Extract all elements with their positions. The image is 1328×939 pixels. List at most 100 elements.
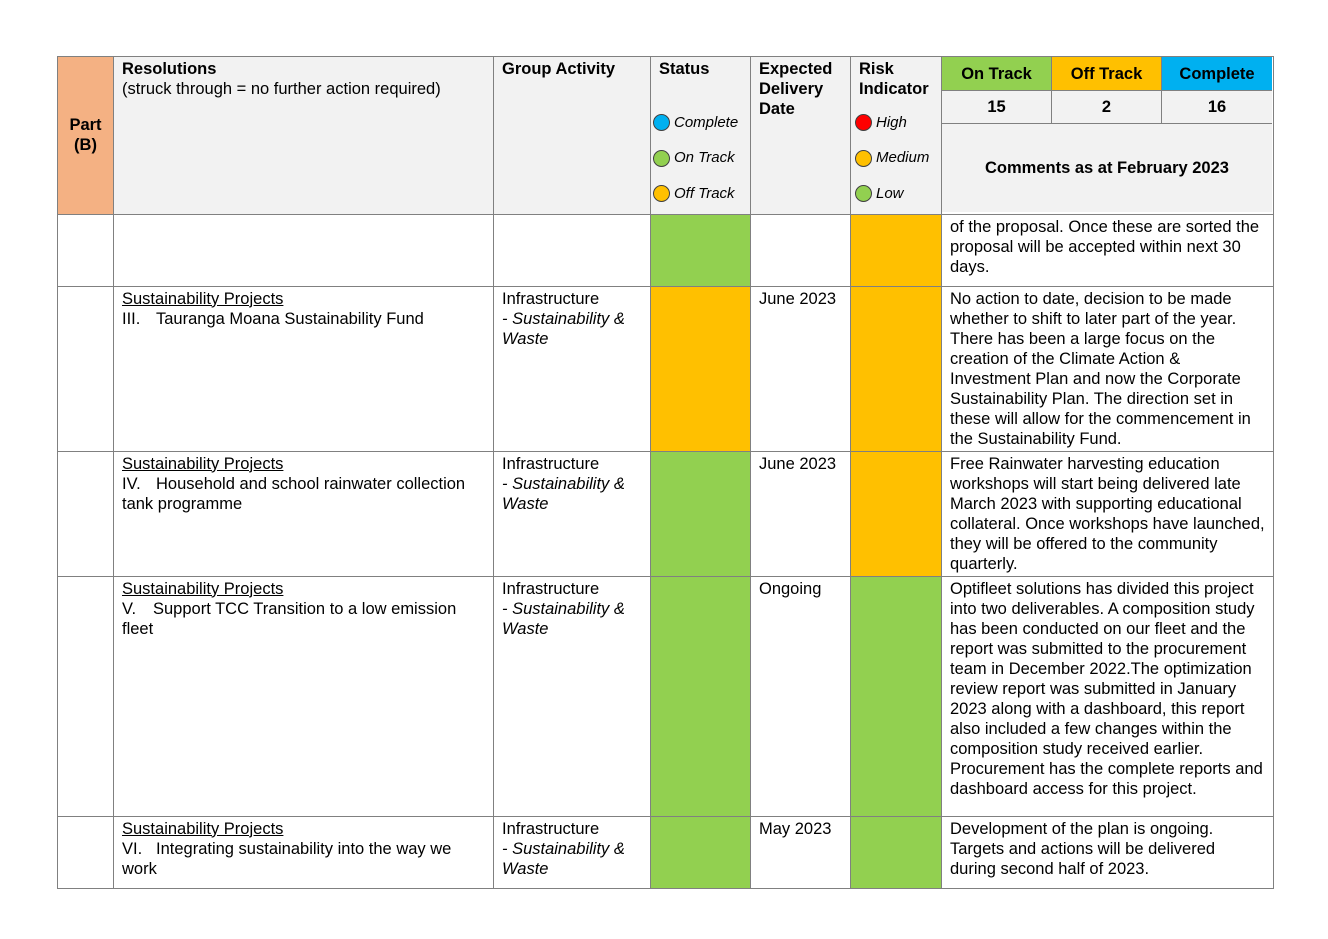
resolution-cell	[113, 213, 494, 287]
expected-delivery-header: Expected Delivery Date	[750, 56, 851, 215]
resolution-text: V. Support TCC Transition to a low emissi…	[122, 599, 485, 639]
legend-label: Medium	[876, 149, 930, 167]
resolution-cell: Sustainability Projects V. Support TCC Tr…	[113, 575, 494, 817]
status-title: Status	[659, 60, 710, 78]
delivery-cell	[750, 213, 851, 287]
delivery-cell: June 2023	[750, 285, 851, 452]
status-legend: Complete On Track Off Track	[653, 105, 742, 212]
group-cell: Infrastructure - Sustainability & Waste	[493, 815, 651, 889]
status-cell	[650, 213, 751, 287]
legend-label: High	[876, 113, 907, 131]
part-cell	[57, 575, 114, 817]
amber-circle-icon	[653, 185, 670, 203]
legend-item-low: Low	[855, 176, 933, 212]
group-sub: - Sustainability & Waste	[502, 474, 625, 513]
resolution-text: III. Tauranga Moana Sustainability Fund	[122, 309, 485, 329]
on-track-label: On Track	[942, 57, 1052, 91]
part-cell	[57, 450, 114, 577]
legend-item-medium: Medium	[855, 141, 933, 177]
roman-numeral: III.	[122, 309, 141, 328]
comment-text: No action to date, decision to be made w…	[950, 289, 1251, 448]
legend-label: Off Track	[674, 184, 735, 202]
delivery-cell: Ongoing	[750, 575, 851, 817]
comment-cell: of the proposal. Once these are sorted t…	[941, 213, 1274, 287]
legend-label: On Track	[674, 149, 735, 167]
resolution-name: Household and school rainwater collectio…	[122, 474, 466, 513]
status-header: Status Complete On Track Off Track	[650, 56, 751, 215]
legend-label: Complete	[674, 113, 739, 131]
comment-cell: Optifleet solutions has divided this pro…	[941, 575, 1274, 817]
legend-item-off-track: Off Track	[653, 176, 742, 212]
risk-cell	[850, 575, 942, 817]
table-row: Sustainability Projects IV. Household and…	[57, 450, 1274, 577]
resolution-cell: Sustainability Projects III. Tauranga Moa…	[113, 285, 494, 452]
part-header: Part (B)	[57, 56, 114, 215]
risk-cell	[850, 213, 942, 287]
comment-text: Free Rainwater harvesting education work…	[950, 454, 1265, 573]
risk-title: Risk Indicator	[859, 60, 929, 98]
resolutions-note: (struck through = no further action requ…	[122, 80, 441, 98]
legend-item-complete: Complete	[653, 105, 742, 141]
legend-item-on-track: On Track	[653, 141, 742, 177]
resolutions-table: Part (B) Resolutions (struck through = n…	[57, 56, 1274, 889]
summary-header: On Track Off Track Complete 15 2 16 Comm…	[941, 56, 1274, 215]
group-cell: Infrastructure - Sustainability & Waste	[493, 575, 651, 817]
group-activity-header: Group Activity	[493, 56, 651, 215]
comment-cell: No action to date, decision to be made w…	[941, 285, 1274, 452]
group-sub: - Sustainability & Waste	[502, 599, 625, 638]
risk-cell	[850, 815, 942, 889]
delivery-date: Ongoing	[759, 579, 822, 598]
project-title: Sustainability Projects	[122, 579, 284, 598]
group-sub: - Sustainability & Waste	[502, 309, 625, 348]
complete-label: Complete	[1162, 57, 1272, 91]
project-title: Sustainability Projects	[122, 819, 284, 838]
delivery-date: June 2023	[759, 289, 837, 308]
risk-cell	[850, 450, 942, 577]
status-cell	[650, 450, 751, 577]
group-main: Infrastructure	[502, 289, 600, 308]
table-row: of the proposal. Once these are sorted t…	[57, 213, 1274, 287]
table-row: Sustainability Projects III. Tauranga Moa…	[57, 285, 1274, 452]
part-cell	[57, 213, 114, 287]
group-activity-title: Group Activity	[502, 60, 616, 78]
roman-numeral: IV.	[122, 474, 141, 493]
off-track-count: 2	[1052, 91, 1162, 124]
risk-header: Risk Indicator High Medium Low	[850, 56, 942, 215]
comment-cell: Free Rainwater harvesting education work…	[941, 450, 1274, 577]
group-main: Infrastructure	[502, 454, 600, 473]
resolutions-header: Resolutions (struck through = no further…	[113, 56, 494, 215]
complete-count: 16	[1162, 91, 1272, 124]
table-row: Sustainability Projects V. Support TCC Tr…	[57, 575, 1274, 817]
header-row: Part (B) Resolutions (struck through = n…	[57, 56, 1274, 215]
risk-legend: High Medium Low	[855, 105, 933, 212]
comment-text: Optifleet solutions has divided this pro…	[950, 579, 1263, 798]
status-cell	[650, 575, 751, 817]
delivery-cell: June 2023	[750, 450, 851, 577]
group-main: Infrastructure	[502, 579, 600, 598]
roman-numeral: V.	[122, 599, 137, 618]
part-cell	[57, 815, 114, 889]
off-track-label: Off Track	[1052, 57, 1162, 91]
group-cell: Infrastructure - Sustainability & Waste	[493, 285, 651, 452]
group-cell	[493, 213, 651, 287]
on-track-count: 15	[942, 91, 1052, 124]
comment-text: Development of the plan is ongoing. Targ…	[950, 819, 1216, 878]
group-main: Infrastructure	[502, 819, 600, 838]
legend-item-high: High	[855, 105, 933, 141]
resolution-name: Support TCC Transition to a low emission…	[122, 599, 457, 638]
delivery-date: May 2023	[759, 819, 832, 838]
group-sub: - Sustainability & Waste	[502, 839, 625, 878]
project-title: Sustainability Projects	[122, 289, 284, 308]
risk-cell	[850, 285, 942, 452]
summary-grid: On Track Off Track Complete 15 2 16 Comm…	[942, 57, 1273, 212]
green-circle-icon	[653, 149, 670, 167]
part-cell	[57, 285, 114, 452]
resolution-name: Tauranga Moana Sustainability Fund	[156, 309, 424, 328]
delivery-date: June 2023	[759, 454, 837, 473]
legend-label: Low	[876, 184, 904, 202]
table-row: Sustainability Projects VI. Integrating s…	[57, 815, 1274, 889]
resolution-name: Integrating sustainability into the way …	[122, 839, 452, 878]
resolution-text: VI. Integrating sustainability into the w…	[122, 839, 485, 879]
blue-circle-icon	[653, 114, 670, 132]
comments-title: Comments as at February 2023	[942, 124, 1272, 212]
